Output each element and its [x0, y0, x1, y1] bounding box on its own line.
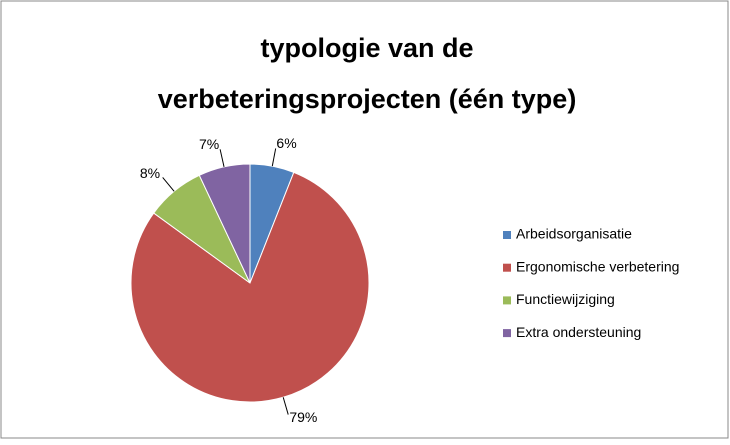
legend-label: Ergonomische verbetering	[516, 258, 679, 274]
leader-line	[282, 397, 289, 415]
pie-slice	[198, 163, 251, 284]
legend-swatch	[503, 231, 511, 239]
legend-label: Functiewijziging	[516, 291, 615, 307]
legend-label: Arbeidsorganisatie	[516, 226, 632, 242]
data-label: 79%	[289, 409, 317, 425]
legend-label: Extra ondersteuning	[516, 324, 641, 340]
legend-swatch	[503, 296, 511, 305]
data-label: 7%	[199, 136, 219, 152]
leader-line	[162, 177, 175, 192]
data-label: 6%	[276, 135, 296, 151]
leader-line	[219, 149, 225, 167]
leader-line	[271, 148, 277, 167]
pie-slice	[130, 171, 370, 403]
legend-swatch	[503, 329, 511, 338]
legend-swatch	[503, 263, 511, 272]
data-label: 8%	[140, 165, 160, 181]
chart-title: typologie van de verbeteringsprojecten (é…	[158, 33, 577, 114]
